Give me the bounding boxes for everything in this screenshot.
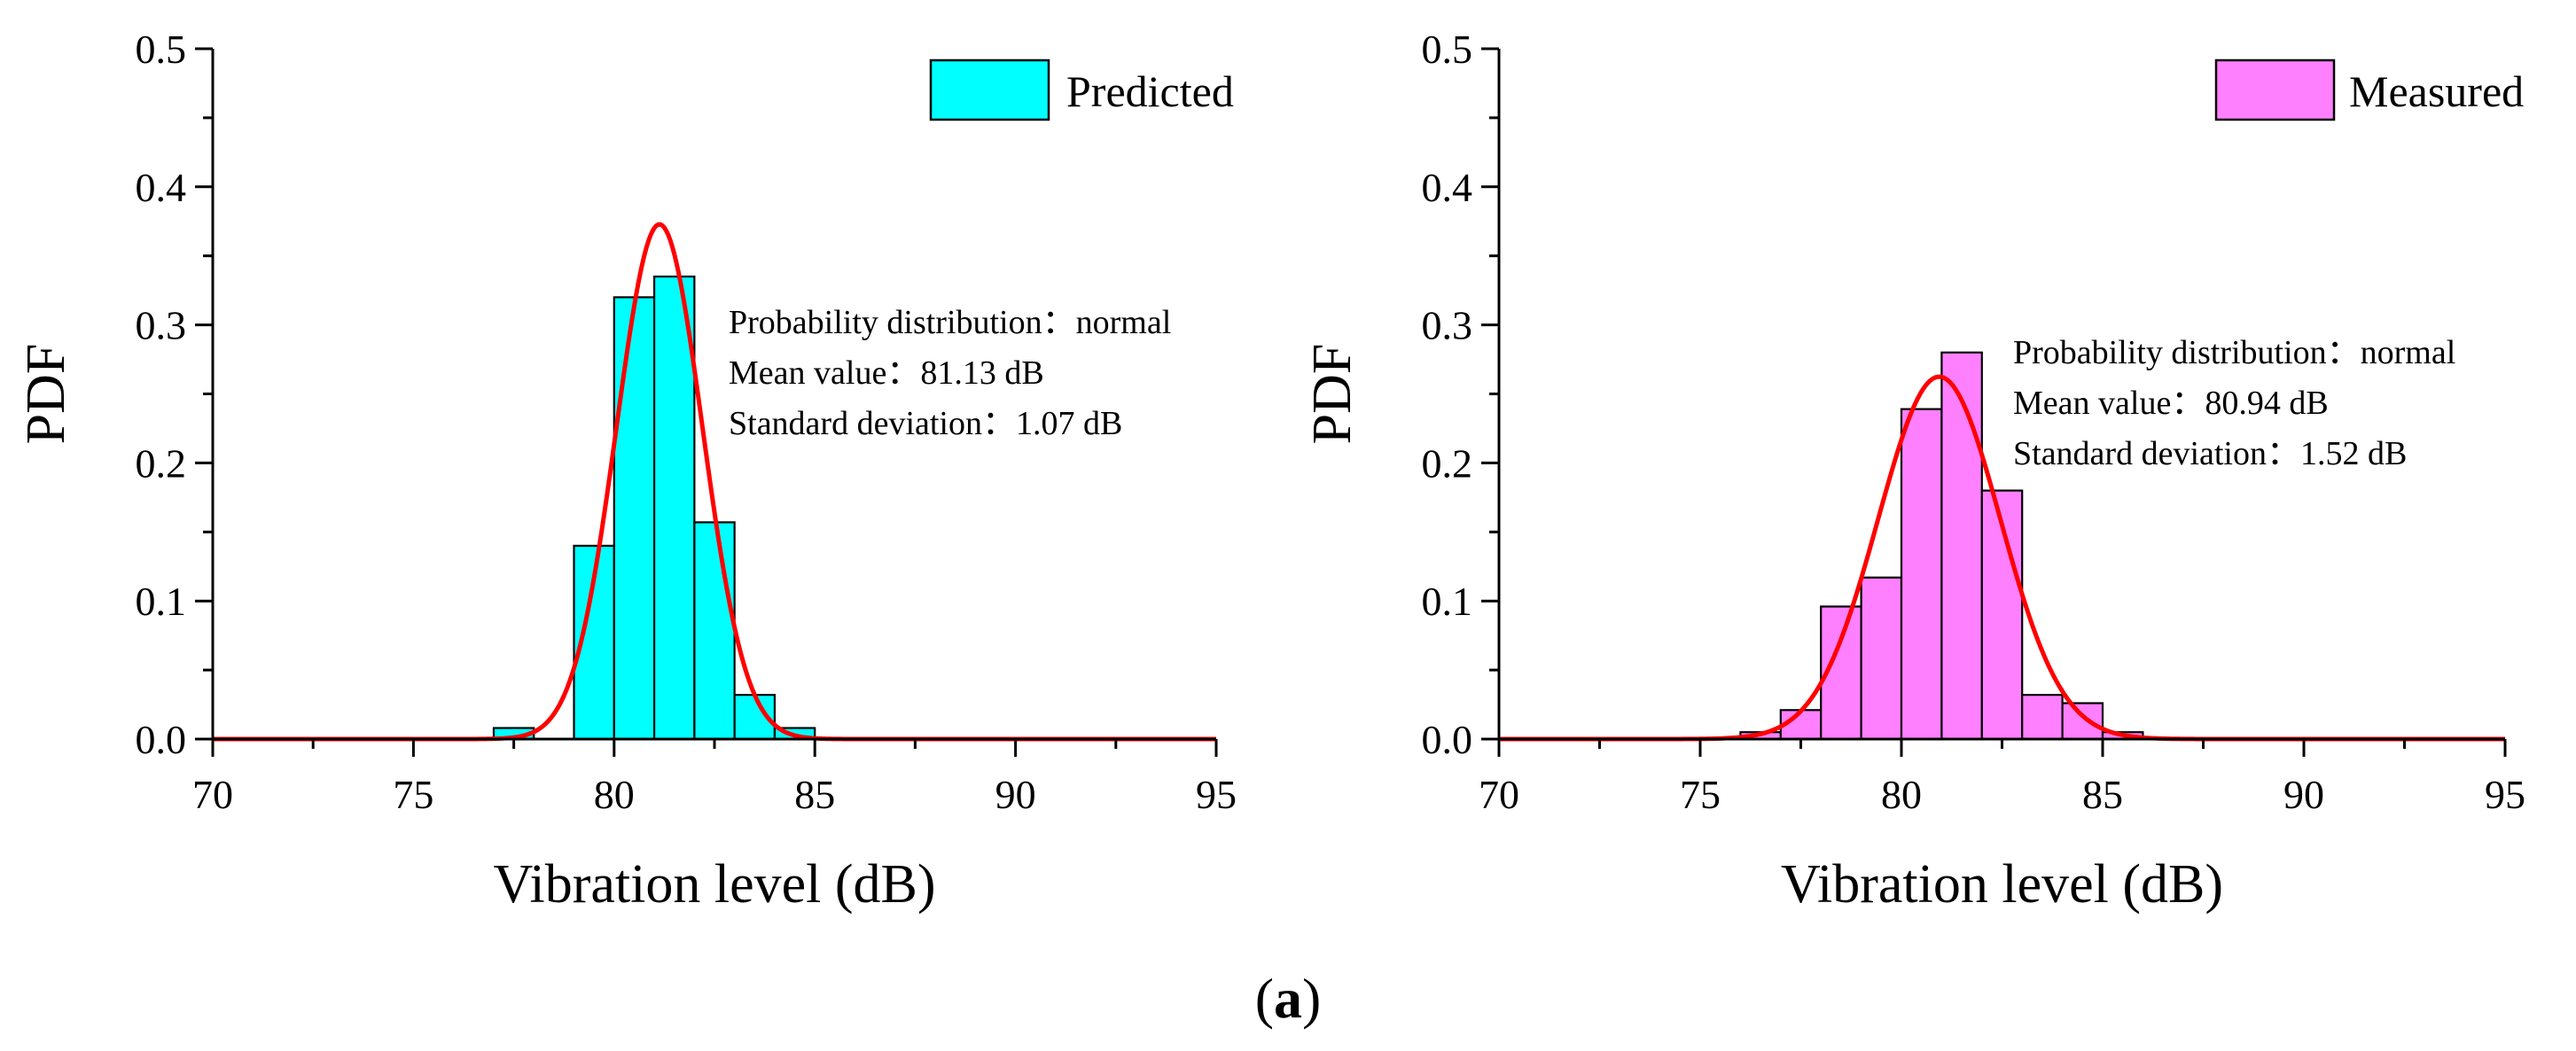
legend-label: Measured (2349, 66, 2524, 116)
y-tick-label: 0.3 (1422, 303, 1473, 348)
y-tick-label: 0.2 (1422, 440, 1473, 486)
x-tick-label: 85 (794, 772, 835, 817)
y-tick-label: 0.3 (136, 303, 187, 348)
stat-value: 1.07 dB (1016, 405, 1122, 442)
x-tick-label: 70 (1479, 772, 1519, 817)
legend-swatch (929, 58, 1050, 121)
stat-line: Standard deviation：1.07 dB (729, 405, 1122, 442)
x-tick-label: 90 (2283, 772, 2324, 817)
x-tick-label: 80 (1881, 772, 1922, 817)
y-tick-label: 0.1 (136, 579, 187, 624)
stat-value: normal (1076, 304, 1172, 341)
y-tick-label: 0.4 (1422, 165, 1473, 210)
x-tick-label: 75 (393, 772, 433, 817)
stat-label: Probability distribution： (729, 304, 1076, 341)
caption-close-paren: ) (1302, 967, 1321, 1030)
y-axis-title: PDF (1302, 344, 1362, 445)
stats-annotation: Probability distribution：normal Mean valu… (729, 304, 1171, 442)
stat-label: Mean value： (2013, 385, 2205, 422)
y-tick-label: 0.0 (136, 717, 187, 762)
histogram-bar (1940, 351, 1983, 741)
chart-measured: 70 75 80 85 90 95 0.0 0.1 0.2 0.3 0.4 0.5 Vibration … (1302, 27, 2525, 915)
histogram-bar (1900, 408, 1943, 741)
y-tick-label: 0.5 (136, 27, 187, 72)
y-axis-title: PDF (16, 344, 76, 445)
stat-line: Mean value：81.13 dB (729, 354, 1044, 392)
legend-swatch (2214, 58, 2336, 121)
stat-value: normal (2361, 334, 2456, 371)
histogram-bar (2021, 694, 2064, 741)
histogram-bar (613, 296, 656, 741)
x-axis-title: Vibration level (dB) (1781, 854, 2223, 915)
y-tick-label: 0.5 (1422, 27, 1473, 72)
y-tick-label: 0.4 (136, 165, 187, 210)
chart-predicted: 70 75 80 85 90 95 0.0 0.1 0.2 0.3 0.4 0.5 Vibration … (16, 27, 1237, 915)
stat-value: 1.52 dB (2300, 435, 2407, 472)
histogram-bar (693, 521, 736, 741)
histogram-bar (2061, 702, 2104, 741)
x-tick-label: 95 (2485, 772, 2525, 817)
histogram-bar (652, 275, 696, 741)
legend-label: Predicted (1066, 66, 1234, 116)
x-tick-label: 85 (2082, 772, 2123, 817)
stat-line: Mean value：80.94 dB (2013, 385, 2329, 422)
x-tick-label: 90 (995, 772, 1036, 817)
stat-label: Probability distribution： (2013, 334, 2361, 371)
stat-label: Standard deviation： (729, 405, 1016, 442)
stat-value: 81.13 dB (920, 354, 1043, 392)
x-tick-label: 70 (192, 772, 233, 817)
y-tick-label: 0.1 (1422, 579, 1473, 624)
stat-value: 80.94 dB (2205, 385, 2328, 422)
figure-caption: (a) (1255, 967, 1322, 1030)
x-axis-title: Vibration level (dB) (493, 854, 935, 915)
stats-annotation: Probability distribution：normal Mean valu… (2013, 334, 2455, 472)
stat-label: Standard deviation： (2013, 435, 2300, 472)
legend: Measured (2214, 58, 2524, 121)
caption-letter: a (1274, 967, 1302, 1030)
stat-label: Mean value： (729, 354, 920, 392)
stat-line: Probability distribution：normal (729, 304, 1171, 341)
y-tick-label: 0.2 (136, 440, 187, 486)
x-tick-label: 80 (594, 772, 635, 817)
histogram-bar (1860, 576, 1903, 741)
stat-line: Standard deviation：1.52 dB (2013, 435, 2407, 472)
x-tick-label: 75 (1680, 772, 1721, 817)
y-tick-label: 0.0 (1422, 717, 1473, 762)
caption-open-paren: ( (1255, 967, 1274, 1030)
stat-line: Probability distribution：normal (2013, 334, 2455, 371)
legend: Predicted (929, 58, 1234, 121)
x-tick-label: 95 (1196, 772, 1237, 817)
